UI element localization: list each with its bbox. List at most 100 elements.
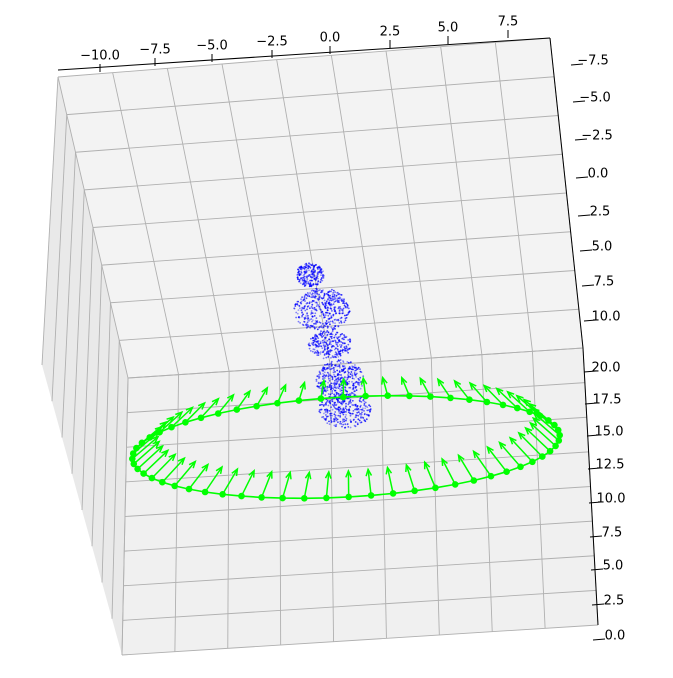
camera-arrowhead: [188, 460, 197, 469]
cloud-point: [329, 340, 332, 342]
cloud-point: [363, 403, 366, 405]
cloud-point: [310, 296, 313, 299]
cloud-point: [346, 382, 349, 385]
camera-point: [451, 481, 459, 488]
cloud-point: [307, 281, 310, 283]
cloud-point: [306, 305, 309, 308]
cloud-point: [318, 326, 320, 329]
cloud-point: [317, 386, 320, 389]
cloud-point: [333, 366, 335, 369]
cloud-point: [327, 374, 330, 377]
camera-arrow: [204, 466, 223, 493]
camera-arrowhead: [522, 398, 532, 407]
cloud-point: [340, 299, 343, 301]
cloud-point: [333, 295, 336, 297]
cloud-point: [333, 405, 335, 407]
cloud-point: [353, 390, 356, 393]
cloud-point: [313, 327, 316, 330]
camera-arrow: [276, 384, 287, 404]
cloud-point: [322, 335, 325, 337]
cloud-point: [321, 416, 323, 419]
cloud-point: [315, 351, 318, 354]
cloud-point: [313, 322, 315, 325]
cloud-point: [306, 264, 308, 267]
cloud-point: [307, 267, 309, 270]
camera-arrowhead: [508, 436, 517, 445]
cloud-point: [346, 376, 349, 379]
cloud-point: [334, 414, 337, 417]
cloud-point: [320, 271, 323, 274]
camera-point: [295, 397, 303, 404]
cloud-point: [320, 297, 323, 299]
cloud-point: [336, 299, 339, 301]
camera-point: [389, 490, 397, 497]
camera-arrowhead: [482, 384, 491, 393]
cloud-point: [327, 314, 330, 317]
camera-arrowhead: [441, 457, 448, 466]
camera-arrowhead: [215, 465, 224, 475]
camera-point: [517, 463, 524, 471]
cloud-point: [333, 298, 336, 301]
camera-arrow: [507, 391, 531, 413]
cloud-point: [347, 312, 350, 314]
cloud-point: [335, 423, 338, 426]
cloud-point: [329, 320, 332, 323]
camera-arrow: [483, 384, 504, 406]
cloud-point: [303, 321, 306, 323]
camera-point: [138, 439, 146, 447]
cloud-point: [319, 281, 322, 283]
cloud-point: [297, 268, 300, 271]
cloud-point: [354, 421, 357, 423]
cloud-point: [322, 357, 325, 360]
cloud-point: [335, 380, 338, 382]
tick-mark: [583, 370, 597, 373]
cloud-point: [343, 418, 346, 421]
cloud-point: [368, 414, 370, 417]
cloud-point: [350, 393, 353, 395]
cloud-point: [318, 410, 321, 413]
cloud-point: [321, 332, 324, 335]
camera-arrow: [424, 461, 437, 489]
camera-arrowhead: [161, 449, 170, 458]
cloud-point: [340, 344, 343, 347]
cloud-point: [342, 407, 345, 409]
cloud-point: [300, 266, 303, 269]
cloud-point: [346, 303, 349, 306]
cloud-point: [310, 312, 313, 314]
cloud-point: [345, 336, 347, 339]
cloud-point: [315, 380, 318, 382]
cloud-point: [322, 331, 324, 334]
camera-arrowhead: [401, 375, 408, 385]
cloud-point: [327, 381, 329, 384]
cloud-point: [305, 324, 308, 327]
cloud-point: [340, 341, 343, 343]
y-tick-label: 7.5: [594, 275, 615, 290]
cloud-point: [301, 278, 304, 281]
cloud-point: [324, 375, 327, 377]
cloud-point: [322, 322, 324, 325]
cloud-point: [317, 377, 320, 380]
cloud-point: [299, 322, 301, 324]
cloud-point: [324, 394, 327, 396]
camera-arrow: [509, 437, 533, 463]
camera-arrow: [141, 421, 167, 444]
cloud-point: [333, 403, 336, 405]
cloud-point: [331, 404, 334, 406]
cloud-point: [339, 416, 342, 418]
camera-arrowhead: [168, 453, 177, 462]
tick-mark: [592, 638, 606, 641]
cloud-point: [343, 342, 346, 345]
camera-arrow: [441, 458, 456, 485]
cloud-point: [323, 316, 326, 319]
camera-point: [499, 401, 507, 409]
cloud-point: [344, 386, 346, 388]
cloud-point: [338, 410, 340, 412]
cloud-point: [331, 392, 333, 394]
cloud-point: [337, 356, 340, 358]
camera-arrowhead: [453, 379, 462, 388]
cloud-point: [355, 414, 358, 417]
cloud-point: [321, 375, 324, 378]
cloud-point: [331, 355, 334, 357]
tick-mark: [590, 568, 604, 571]
cloud-point: [366, 413, 368, 416]
